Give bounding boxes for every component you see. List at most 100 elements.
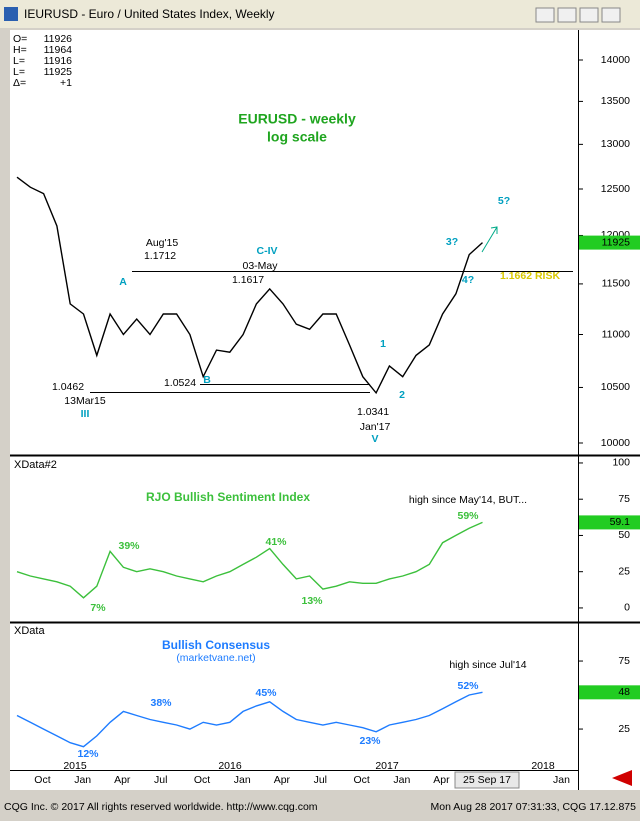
x-tick-label: Oct xyxy=(354,774,370,786)
x-tick-label: Jan xyxy=(553,774,570,786)
panel-title: Bullish Consensus xyxy=(162,638,270,652)
annotation: 1.1617 xyxy=(232,274,264,286)
annotation: 23% xyxy=(359,735,381,747)
annotation: A xyxy=(119,276,127,288)
plot-area xyxy=(10,30,578,770)
year-label: 2015 xyxy=(63,760,87,772)
x-tick-label: Jul xyxy=(314,774,327,786)
x-tick-label: Apr xyxy=(433,774,450,786)
y-tick-label: 75 xyxy=(618,493,630,505)
projection-arrow xyxy=(481,226,498,253)
panel-subtitle: (marketvane.net) xyxy=(176,652,255,664)
x-tick-label: Apr xyxy=(274,774,291,786)
y-tick-label: 0 xyxy=(624,602,630,614)
axis-column xyxy=(578,30,640,790)
quote-value: 11916 xyxy=(44,55,73,67)
x-tick-label: Jan xyxy=(74,774,91,786)
annotation: 1.1712 xyxy=(144,250,176,262)
y-tick-label: 14000 xyxy=(601,54,630,66)
x-tick-label: Jan xyxy=(234,774,251,786)
y-tick-label: 50 xyxy=(618,529,630,541)
annotation: 38% xyxy=(150,697,172,709)
annotation: 4? xyxy=(462,274,474,286)
annotation: 5? xyxy=(498,195,510,207)
panel-label: XData#2 xyxy=(14,459,57,471)
last-value-box xyxy=(579,515,640,530)
annotation: 7% xyxy=(90,602,106,614)
x-tick-label: Oct xyxy=(194,774,210,786)
x-tick-label: Jan xyxy=(393,774,410,786)
annotation: 1 xyxy=(380,338,386,350)
year-label: 2016 xyxy=(218,760,242,772)
y-tick-label: 11000 xyxy=(602,328,631,340)
data-line xyxy=(16,691,483,748)
last-value: 48 xyxy=(618,686,630,698)
footer-left: CQG Inc. © 2017 All rights reserved worl… xyxy=(4,801,318,813)
annotation: 13Mar15 xyxy=(64,395,106,407)
annotation: C-IV xyxy=(257,245,278,257)
scroll-arrow[interactable] xyxy=(612,770,632,786)
app-icon xyxy=(4,7,18,21)
x-tick-label: Jul xyxy=(154,774,167,786)
current-date-box xyxy=(454,771,520,789)
annotation: V xyxy=(371,433,378,445)
annotation: 3? xyxy=(446,236,458,248)
close-button[interactable] xyxy=(601,7,621,23)
annotation: 45% xyxy=(255,687,277,699)
annotation: 13% xyxy=(301,595,323,607)
quote-value: 11925 xyxy=(44,66,73,78)
quote-label: L= xyxy=(13,66,25,78)
quote-label: O= xyxy=(13,33,27,45)
y-tick-label: 10000 xyxy=(601,437,630,449)
quote-value: 11964 xyxy=(44,44,73,56)
data-line xyxy=(16,521,483,599)
y-tick-label: 12500 xyxy=(601,183,630,195)
annotation: 1.1662 RISK xyxy=(500,270,561,282)
annotation: high since Jul'14 xyxy=(449,659,526,671)
minimize-button[interactable] xyxy=(535,7,555,23)
window-title: IEURUSD - Euro / United States Index, We… xyxy=(24,7,275,21)
year-label: 2017 xyxy=(375,760,399,772)
annotation: 1.0341 xyxy=(357,406,389,418)
panel-title: RJO Bullish Sentiment Index xyxy=(146,490,310,504)
quote-label: L= xyxy=(13,55,25,67)
panel-label: XData xyxy=(14,625,45,637)
y-tick-label: 25 xyxy=(618,723,630,735)
y-tick-label: 25 xyxy=(618,565,630,577)
y-tick-label: 13500 xyxy=(601,95,630,107)
panel-title: EURUSD - weekly xyxy=(238,111,356,127)
annotation: 52% xyxy=(457,680,479,692)
annotation: Aug'15 xyxy=(146,237,179,249)
annotation: 2 xyxy=(399,389,405,401)
current-date: 25 Sep 17 xyxy=(463,774,511,786)
y-tick-label: 100 xyxy=(612,457,630,469)
annotation: 12% xyxy=(77,748,99,760)
y-tick-label: 11500 xyxy=(602,278,631,290)
last-value: 11925 xyxy=(602,236,631,248)
quote-value: +1 xyxy=(60,77,72,89)
y-tick-label: 75 xyxy=(618,655,630,667)
annotation: 1.0462 xyxy=(52,381,84,393)
annotation: 39% xyxy=(118,540,140,552)
quote-label: Δ= xyxy=(13,77,26,89)
maximize-button[interactable] xyxy=(579,7,599,23)
x-tick-label: Oct xyxy=(34,774,50,786)
annotation: 1.0524 xyxy=(164,377,196,389)
panel-subtitle: log scale xyxy=(267,129,327,145)
y-tick-label: 10500 xyxy=(601,381,630,393)
annotation: 41% xyxy=(265,536,287,548)
year-label: 2018 xyxy=(531,760,555,772)
last-value-box xyxy=(579,235,640,250)
annotation: high since May'14, BUT... xyxy=(409,494,527,506)
annotation: Jan'17 xyxy=(360,421,391,433)
annotation: 03-May xyxy=(242,260,278,272)
time-axis xyxy=(10,770,578,790)
footer-right: Mon Aug 28 2017 07:31:33, CQG 17.12.875 xyxy=(431,801,637,813)
restore-button[interactable] xyxy=(557,7,577,23)
title-bar xyxy=(0,0,640,28)
data-line xyxy=(16,176,483,395)
x-tick-label: Apr xyxy=(114,774,131,786)
annotation: 59% xyxy=(457,510,479,522)
